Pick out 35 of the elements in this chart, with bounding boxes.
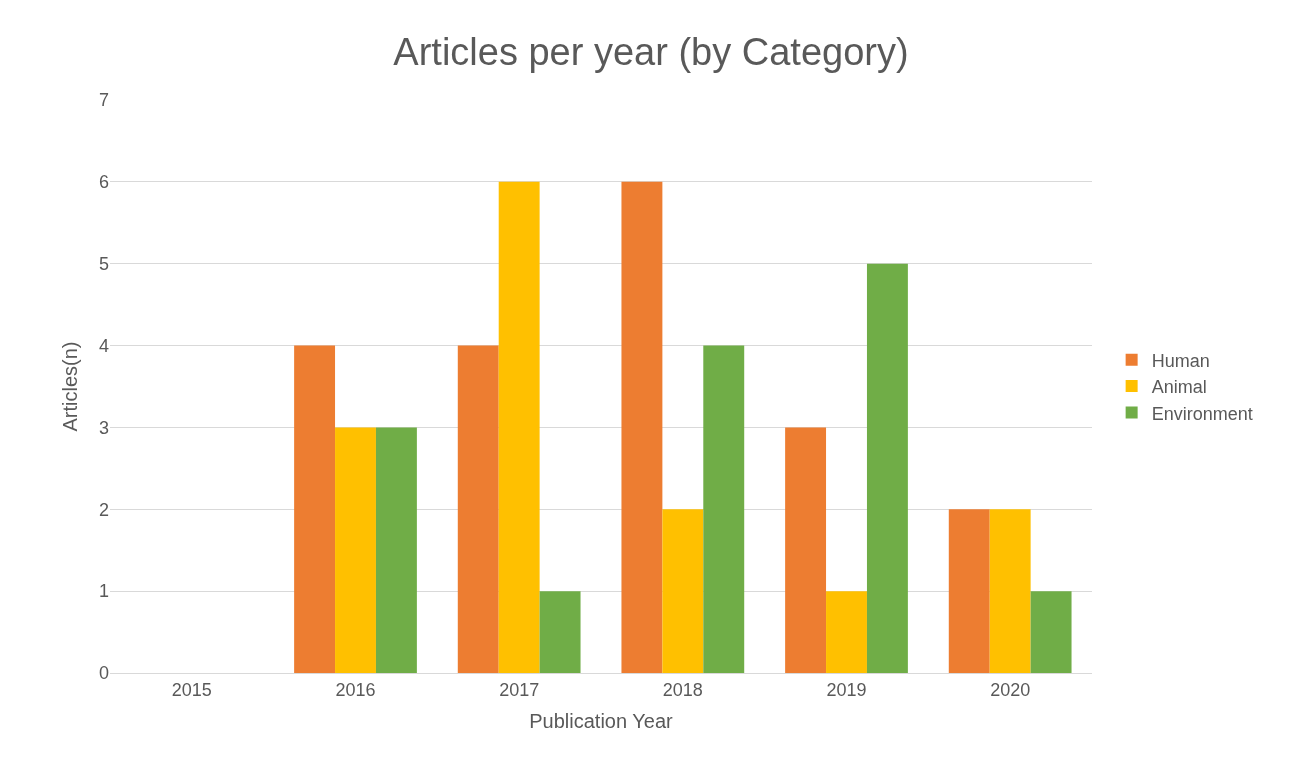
y-tick-label: 2 bbox=[98, 499, 109, 520]
y-tick-label: 0 bbox=[98, 663, 109, 684]
y-tick-label: 1 bbox=[98, 581, 109, 602]
y-tick-label: 3 bbox=[98, 417, 109, 438]
y-axis-title: Articles(n) bbox=[59, 341, 82, 432]
x-tick-label: 2018 bbox=[662, 679, 703, 700]
bar bbox=[662, 509, 704, 673]
bar bbox=[948, 509, 990, 673]
bar bbox=[785, 427, 827, 673]
bar bbox=[989, 509, 1031, 673]
y-tick-label: 5 bbox=[98, 254, 109, 275]
x-axis-title: Publication Year bbox=[529, 710, 674, 733]
bar bbox=[703, 345, 745, 673]
bar bbox=[866, 263, 908, 673]
legend-label: Animal bbox=[1151, 377, 1207, 398]
bar bbox=[375, 427, 417, 673]
legend-label: Human bbox=[1151, 350, 1210, 371]
legend-label: Environment bbox=[1151, 403, 1253, 424]
bar bbox=[335, 427, 376, 673]
bar bbox=[539, 591, 581, 673]
x-tick-label: 2017 bbox=[499, 679, 540, 700]
x-tick-label: 2019 bbox=[826, 679, 867, 700]
y-tick-label: 6 bbox=[98, 172, 109, 193]
bar bbox=[294, 345, 336, 673]
bar bbox=[826, 591, 867, 673]
x-tick-label: 2016 bbox=[335, 679, 376, 700]
y-tick-label: 4 bbox=[98, 335, 109, 356]
bar bbox=[1030, 591, 1072, 673]
y-tick-label: 7 bbox=[98, 90, 109, 111]
bar bbox=[621, 181, 663, 673]
x-tick-label: 2020 bbox=[990, 679, 1031, 700]
chart-title: Articles per year (by Category) bbox=[393, 30, 909, 73]
bar bbox=[457, 345, 499, 673]
bar bbox=[498, 181, 540, 673]
x-tick-label: 2015 bbox=[171, 679, 212, 700]
